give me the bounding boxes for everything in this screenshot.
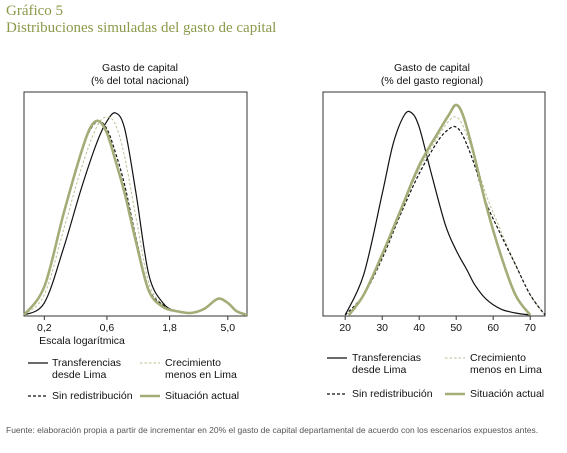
legend-left-transferencias: Transferencias desde Lima <box>52 357 121 381</box>
series-line-transferencias <box>23 112 248 316</box>
x-tick-label: 0,6 <box>100 322 115 334</box>
legend-label-line2: desde Lima <box>52 369 107 381</box>
figure-title: Gráfico 5 <box>6 3 64 19</box>
legend-left-sin-redistribucion: Sin redistribución <box>52 390 133 402</box>
panel-right-title: Gasto de capital (% del gasto regional) <box>322 62 542 88</box>
legend-label-line1: Crecimiento <box>165 357 222 369</box>
panel-left-title-line1: Gasto de capital <box>102 62 178 74</box>
x-tick-label: 30 <box>376 322 388 334</box>
source-note: Fuente: elaboración propia a partir de i… <box>6 425 539 435</box>
series-line-situacion-actual <box>22 119 248 317</box>
legend-label-line1: Transferencias <box>352 352 422 364</box>
series-line-sin-redistribucion <box>23 120 248 316</box>
legend-right-sin-redistribucion: Sin redistribución <box>352 388 433 400</box>
x-tick-label: 40 <box>413 322 425 334</box>
legend-label-line1: Situación actual <box>470 388 545 400</box>
legend-right-situacion-actual: Situación actual <box>470 388 544 400</box>
legend-label-line1: Sin redistribución <box>352 388 433 400</box>
x-tick-label: 20 <box>339 322 351 334</box>
series-line-sin-redistribucion <box>344 125 546 316</box>
x-tick-label: 60 <box>487 322 499 334</box>
series-line-crecimiento <box>348 116 546 316</box>
legend-label-line1: Crecimiento <box>470 352 527 364</box>
legend-swatches <box>28 357 465 398</box>
legend-left-situacion-actual: Situación actual <box>165 390 239 402</box>
panel-right-title-line2: (% del gasto regional) <box>380 75 484 87</box>
x-axis-label: Escala logarítmica <box>39 335 125 347</box>
series-line-situacion-actual <box>347 103 532 316</box>
legend-label-line1: Sin redistribución <box>52 390 133 402</box>
x-tick-label: 0,2 <box>37 322 52 334</box>
legend-right-crecimiento: Crecimiento menos en Lima <box>470 352 542 376</box>
panel-right: 20 30 40 50 60 70 <box>322 91 546 334</box>
legend-label-line1: Situación actual <box>165 390 240 402</box>
legend-label-line2: menos en Lima <box>470 364 542 376</box>
panel-left-title: Gasto de capital (% del total nacional) <box>30 62 250 88</box>
panel-left: 0,2 0,6 1,8 5,0 Escala logarítmica <box>22 91 248 347</box>
legend-label-line1: Transferencias <box>52 357 122 369</box>
plot-frame <box>322 91 546 317</box>
panel-right-title-line1: Gasto de capital <box>394 62 470 74</box>
series-line-transferencias <box>344 110 531 316</box>
x-tick-label: 1,8 <box>162 322 177 334</box>
figure-subtitle: Distribuciones simuladas del gasto de ca… <box>6 20 277 36</box>
x-tick-label: 70 <box>524 322 536 334</box>
legend-left-crecimiento: Crecimiento menos en Lima <box>165 357 237 381</box>
legend-right-transferencias: Transferencias desde Lima <box>352 352 421 376</box>
series-line-crecimiento <box>23 116 248 316</box>
legend-label-line2: menos en Lima <box>165 369 237 381</box>
plot-frame <box>23 91 248 317</box>
x-tick-label: 5,0 <box>221 322 236 334</box>
legend-label-line2: desde Lima <box>352 364 407 376</box>
panel-left-title-line2: (% del total nacional) <box>90 75 190 87</box>
x-tick-label: 50 <box>450 322 462 334</box>
